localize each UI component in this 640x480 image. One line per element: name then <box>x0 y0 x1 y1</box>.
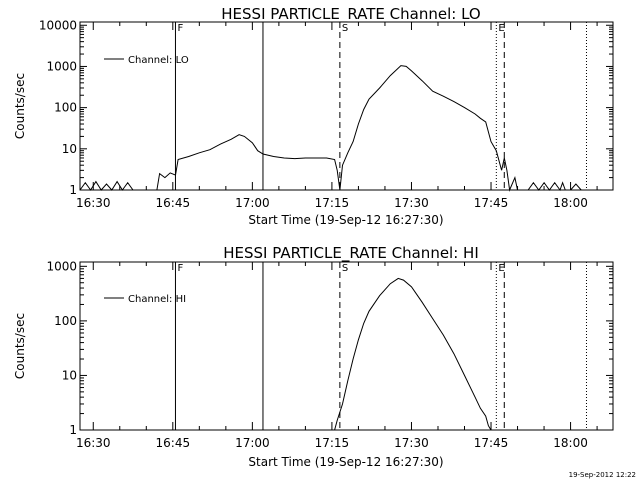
y-tick-label: 1 <box>69 423 77 437</box>
x-tick-label: 17:00 <box>235 436 270 450</box>
y-tick-label: 10 <box>62 368 77 382</box>
x-tick-label: 17:15 <box>315 436 350 450</box>
chart-title: HESSI PARTICLE_RATE Channel: HI <box>223 244 479 263</box>
plot-frame <box>79 261 614 431</box>
legend: Channel: LO <box>104 55 189 66</box>
legend-label: Channel: LO <box>128 55 189 66</box>
marker-label: F <box>177 263 183 274</box>
timestamp: 19-Sep-2012 12:22 <box>569 471 636 479</box>
x-tick-label: 16:45 <box>156 196 191 210</box>
y-tick-label: 10000 <box>39 18 77 32</box>
series-line-lo <box>79 65 582 192</box>
marker-label: E <box>498 263 504 274</box>
series-line-hi <box>334 277 492 431</box>
y-tick-label: 1000 <box>46 259 77 273</box>
marker-label: S <box>342 263 348 274</box>
legend-label: Channel: HI <box>128 294 186 305</box>
x-tick-label: 17:15 <box>315 196 350 210</box>
x-tick-label: 18:00 <box>553 436 588 450</box>
x-tick-label: 16:30 <box>76 196 111 210</box>
marker-label: E <box>498 23 504 34</box>
x-tick-label: 17:45 <box>474 196 509 210</box>
y-tick-label: 100 <box>54 314 77 328</box>
y-axis-label: Counts/sec <box>13 313 27 379</box>
x-tick-label: 17:30 <box>394 436 429 450</box>
y-tick-label: 100 <box>54 101 77 115</box>
plot-frame <box>79 21 614 191</box>
chart-title: HESSI PARTICLE_RATE Channel: LO <box>221 5 480 24</box>
chart-panel-lo: HESSI PARTICLE_RATE Channel: LO Counts/s… <box>13 5 614 227</box>
marker-label: S <box>342 23 348 34</box>
x-axis-label: Start Time (19-Sep-12 16:27:30) <box>248 213 443 227</box>
legend: Channel: HI <box>104 294 186 305</box>
x-tick-label: 17:45 <box>474 436 509 450</box>
y-axis-label: Counts/sec <box>13 73 27 139</box>
y-tick-label: 1000 <box>46 59 77 73</box>
chart-panel-hi: HESSI PARTICLE_RATE Channel: HI Counts/s… <box>13 244 614 469</box>
x-tick-label: 16:45 <box>156 436 191 450</box>
marker-label: F <box>177 23 183 34</box>
x-tick-label: 17:00 <box>235 196 270 210</box>
x-tick-label: 17:30 <box>394 196 429 210</box>
x-axis-label: Start Time (19-Sep-12 16:27:30) <box>248 455 443 469</box>
y-tick-label: 1 <box>69 183 77 197</box>
y-tick-label: 10 <box>62 142 77 156</box>
x-tick-label: 16:30 <box>76 436 111 450</box>
x-tick-label: 18:00 <box>553 196 588 210</box>
